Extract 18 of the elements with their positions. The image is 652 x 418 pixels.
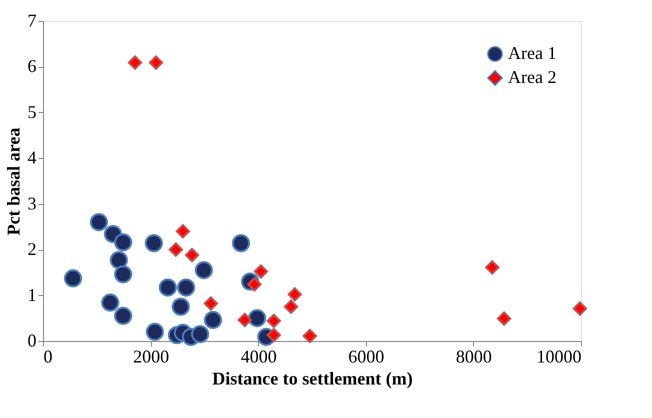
x-tick-label: 8000	[456, 346, 492, 366]
y-axis-title: Pct basal area	[4, 128, 24, 236]
x-tick-label: 6000	[348, 346, 384, 366]
x-axis-title: Distance to settlement (m)	[212, 368, 413, 388]
y-tick-label: 2	[28, 239, 36, 260]
x-tick-label: 10000	[536, 346, 582, 366]
y-tick-label: 6	[28, 56, 36, 76]
y-tick-label: 1	[28, 284, 36, 305]
y-tick-label: 4	[28, 148, 36, 168]
legend-label: Area 1	[508, 43, 556, 63]
y-tick-label: 5	[28, 102, 36, 122]
legend-label: Area 2	[508, 67, 556, 87]
x-tick-label: 2000	[133, 346, 170, 366]
y-tick-label: 7	[28, 10, 36, 30]
x-tick-label: 4000	[240, 346, 277, 366]
y-tick-label: 0	[28, 330, 36, 350]
y-tick-label: 3	[28, 193, 36, 214]
x-tick-label: 0	[44, 346, 52, 366]
